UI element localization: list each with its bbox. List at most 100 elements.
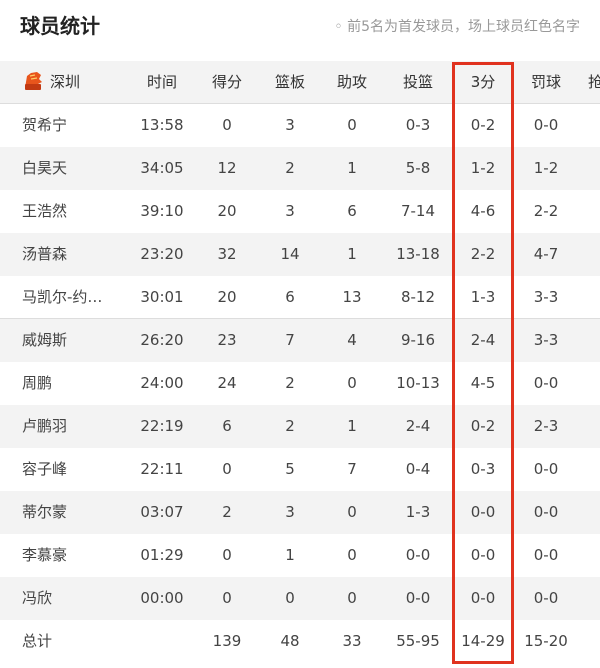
stat-cell: 00:00: [140, 589, 184, 607]
player-name[interactable]: 周鹏: [22, 374, 53, 392]
table-row[interactable]: 威姆斯 26:20 23 7 4 9-16 2-4 3-3: [0, 319, 600, 362]
table-row[interactable]: 白昊天 34:05 12 2 1 5-8 1-2 1-2: [0, 147, 600, 190]
stat-cell: 6: [347, 202, 357, 220]
stat-cell: 32: [217, 245, 237, 263]
player-name[interactable]: 贺希宁: [22, 116, 68, 134]
column-header[interactable]: 罚球: [530, 73, 561, 91]
total-cell: 139: [212, 632, 242, 650]
stat-cell: 0: [347, 589, 357, 607]
player-name[interactable]: 李慕豪: [22, 546, 68, 564]
table-row[interactable]: 卢鹏羽 22:19 6 2 1 2-4 0-2 2-3: [0, 405, 600, 448]
stat-cell: 0-0: [470, 589, 496, 607]
column-header[interactable]: 抢: [588, 73, 600, 91]
stat-cell: 0-0: [533, 503, 559, 521]
stat-cell: 1-3: [405, 503, 431, 521]
stat-cell: 0-0: [470, 503, 496, 521]
stat-cell: 0-0: [405, 546, 431, 564]
stat-cell: 0: [347, 503, 357, 521]
stat-cell: 20: [217, 202, 237, 220]
table-header: 深圳 时间 得分 篮板 助攻 投篮 3分 罚球 抢: [0, 61, 600, 104]
stat-cell: 2-3: [533, 417, 559, 435]
stat-cell: 4-5: [470, 374, 496, 392]
table-row[interactable]: 容子峰 22:11 0 5 7 0-4 0-3 0-0: [0, 448, 600, 491]
stat-cell: 0-0: [470, 546, 496, 564]
stat-cell: 1: [285, 546, 295, 564]
stat-cell: 0: [222, 589, 232, 607]
stat-cell: 3: [285, 503, 295, 521]
player-name[interactable]: 威姆斯: [22, 331, 68, 349]
stat-cell: 2-2: [533, 202, 559, 220]
stat-cell: 0-0: [533, 374, 559, 392]
player-name[interactable]: 容子峰: [22, 460, 68, 478]
stat-cell: 2-2: [470, 245, 496, 263]
stat-cell: 03:07: [140, 503, 184, 521]
stat-cell: 24:00: [140, 374, 184, 392]
table-row[interactable]: 周鹏 24:00 24 2 0 10-13 4-5 0-0: [0, 362, 600, 405]
stat-cell: 0: [347, 546, 357, 564]
stat-cell: 1: [347, 417, 357, 435]
stat-cell: 2-4: [405, 417, 431, 435]
table-row[interactable]: 马凯尔-约… 30:01 20 6 13 8-12 1-3 3-3: [0, 276, 600, 319]
player-name[interactable]: 白昊天: [22, 159, 68, 177]
tiger-logo-icon: [25, 71, 42, 90]
stat-cell: 24: [217, 374, 237, 392]
stat-cell: 0-0: [533, 546, 559, 564]
player-name[interactable]: 卢鹏羽: [22, 417, 68, 435]
stat-cell: 0-0: [533, 460, 559, 478]
stat-cell: 0-2: [470, 417, 496, 435]
stat-cell: 0: [222, 116, 232, 134]
stat-cell: 0-3: [470, 460, 496, 478]
stat-cell: 6: [285, 288, 295, 306]
stat-cell: 5-8: [405, 159, 431, 177]
stat-cell: 5: [285, 460, 295, 478]
stat-cell: 2: [285, 159, 295, 177]
table-row[interactable]: 王浩然 39:10 20 3 6 7-14 4-6 2-2: [0, 190, 600, 233]
page-title: 球员统计: [20, 14, 100, 38]
stat-cell: 0: [347, 116, 357, 134]
stat-cell: 9-16: [400, 331, 436, 349]
table-row[interactable]: 贺希宁 13:58 0 3 0 0-3 0-2 0-0: [0, 104, 600, 147]
stat-cell: 8-12: [400, 288, 436, 306]
stat-cell: 2: [285, 374, 295, 392]
stat-cell: 34:05: [140, 159, 184, 177]
stat-cell: 0: [347, 374, 357, 392]
starter-note: ◦ 前5名为首发球员，场上球员红色名字: [334, 19, 580, 35]
player-name[interactable]: 王浩然: [22, 202, 68, 220]
column-header[interactable]: 篮板: [274, 73, 305, 91]
table-row[interactable]: 李慕豪 01:29 0 1 0 0-0 0-0 0-0: [0, 534, 600, 577]
stat-cell: 0-4: [405, 460, 431, 478]
column-header[interactable]: 助攻: [336, 73, 367, 91]
stat-cell: 13-18: [396, 245, 440, 263]
stat-cell: 10-13: [396, 374, 440, 392]
stat-cell: 0: [222, 460, 232, 478]
total-cell: 48: [280, 632, 300, 650]
table-row[interactable]: 蒂尔蒙 03:07 2 3 0 1-3 0-0 0-0: [0, 491, 600, 534]
player-name[interactable]: 马凯尔-约…: [22, 288, 103, 306]
stat-cell: 0-0: [533, 116, 559, 134]
stat-cell: 2: [285, 417, 295, 435]
stat-cell: 2: [222, 503, 232, 521]
column-header[interactable]: 时间: [146, 73, 177, 91]
stat-cell: 4: [347, 331, 357, 349]
table-row[interactable]: 汤普森 23:20 32 14 1 13-18 2-2 4-7: [0, 233, 600, 276]
stat-cell: 20: [217, 288, 237, 306]
player-name[interactable]: 冯欣: [22, 589, 53, 607]
column-header[interactable]: 3分: [470, 73, 496, 91]
stat-cell: 3: [285, 116, 295, 134]
total-cell: 15-20: [524, 632, 568, 650]
player-name[interactable]: 蒂尔蒙: [22, 503, 68, 521]
stat-cell: 2-4: [470, 331, 496, 349]
stat-cell: 12: [217, 159, 237, 177]
total-cell: [132, 620, 192, 663]
total-cell: 14-29: [461, 632, 505, 650]
stat-cell: 23:20: [140, 245, 184, 263]
stat-cell: 3-3: [533, 288, 559, 306]
player-name[interactable]: 汤普森: [22, 245, 68, 263]
stat-cell: 1: [347, 159, 357, 177]
stat-cell: 30:01: [140, 288, 184, 306]
column-header[interactable]: 得分: [211, 73, 242, 91]
table-row[interactable]: 冯欣 00:00 0 0 0 0-0 0-0 0-0: [0, 577, 600, 620]
column-header[interactable]: 投篮: [402, 73, 433, 91]
totals-row: 总计 139 48 33 55-95 14-29 15-20: [0, 620, 600, 663]
stat-cell: 0: [222, 546, 232, 564]
